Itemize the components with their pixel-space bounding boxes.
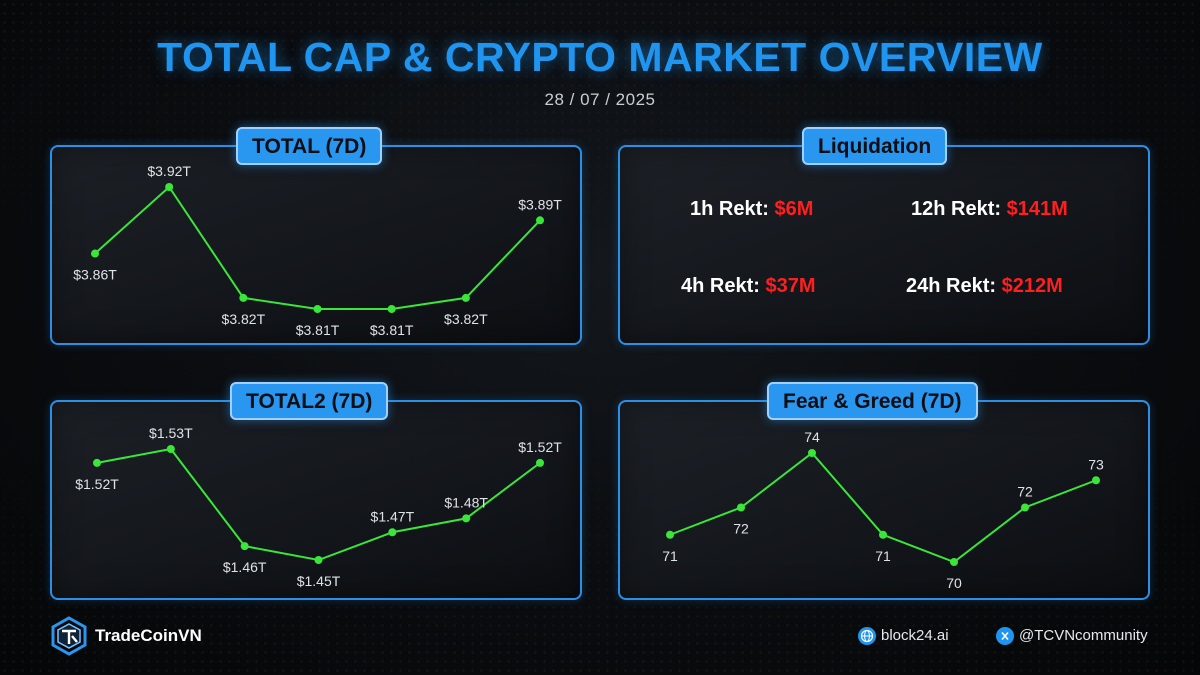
page-date: 28 / 07 / 2025 [544,90,656,109]
liq-24h-label: 24h Rekt: [906,275,1002,297]
series-line [669,451,1097,564]
fear-greed-chart-panel [618,400,1150,600]
data-label: $3.81T [370,322,414,338]
data-label: $1.47T [371,508,415,524]
footer-site-link[interactable]: block24.ai [881,627,949,644]
footer-social-link[interactable]: @TCVNcommunity [1019,627,1148,644]
page-title: TOTAL CAP & CRYPTO MARKET OVERVIEW [157,34,1043,80]
total2-chart-title: TOTAL2 (7D) [230,382,389,420]
data-label: $3.82T [444,311,488,327]
data-label: $1.48T [444,494,488,510]
data-point [462,514,471,523]
footer-brand: TradeCoinVN [95,626,202,645]
data-point [808,449,816,457]
data-label: $1.52T [75,476,119,492]
data-point [950,558,958,566]
total-chart-title: TOTAL (7D) [236,127,383,165]
data-point [536,458,544,467]
fear-greed-chart-title: Fear & Greed (7D) [767,382,978,420]
tradecoinvn-logo-icon [51,616,87,656]
data-label: $3.81T [296,322,340,338]
data-point [536,216,544,225]
data-label: $3.89T [518,196,562,212]
data-point [239,293,248,302]
data-label: 73 [1088,456,1104,472]
data-point [313,305,322,313]
liq-12h-value: $141M [1006,198,1068,220]
data-label: $3.86T [73,267,117,283]
data-label: 71 [875,548,891,564]
data-label: $1.52T [518,439,562,455]
data-label: $3.92T [147,163,191,179]
data-label: $1.53T [149,425,193,441]
data-point [93,458,101,467]
data-point [240,542,249,551]
data-point [91,249,99,258]
liq-4h-label: 4h Rekt: [681,275,766,297]
data-point [166,445,175,453]
data-point [879,530,887,539]
data-point [666,530,674,539]
data-point [314,556,323,564]
data-label: 74 [804,429,820,445]
data-point [387,305,396,313]
data-point [388,528,397,537]
liq-1h: 1h Rekt: $6M [690,198,813,221]
data-label: 71 [662,548,678,564]
data-label: $1.45T [297,573,341,589]
data-label: $3.82T [222,311,266,327]
data-label: $1.46T [223,559,267,575]
data-point [737,503,745,512]
liq-4h-value: $37M [765,275,816,297]
liq-1h-label: 1h Rekt: [690,198,775,220]
data-point [165,183,174,191]
data-label: 72 [1017,484,1033,500]
data-label: 72 [733,521,749,537]
liquidation-title: Liquidation [802,127,948,165]
globe-icon [858,627,876,645]
liq-4h: 4h Rekt: $37M [681,275,816,298]
data-point [461,293,470,302]
data-point [1092,476,1100,485]
liq-1h-value: $6M [774,198,814,220]
liq-12h: 12h Rekt: $141M [911,198,1068,221]
total2-chart-panel [50,400,582,600]
liquidation-panel [618,145,1150,345]
liq-24h: 24h Rekt: $212M [906,275,1063,298]
x-icon [996,627,1014,645]
data-point [1021,503,1029,512]
data-label: 70 [946,575,962,591]
liq-24h-value: $212M [1001,275,1063,297]
liq-12h-label: 12h Rekt: [911,198,1007,220]
